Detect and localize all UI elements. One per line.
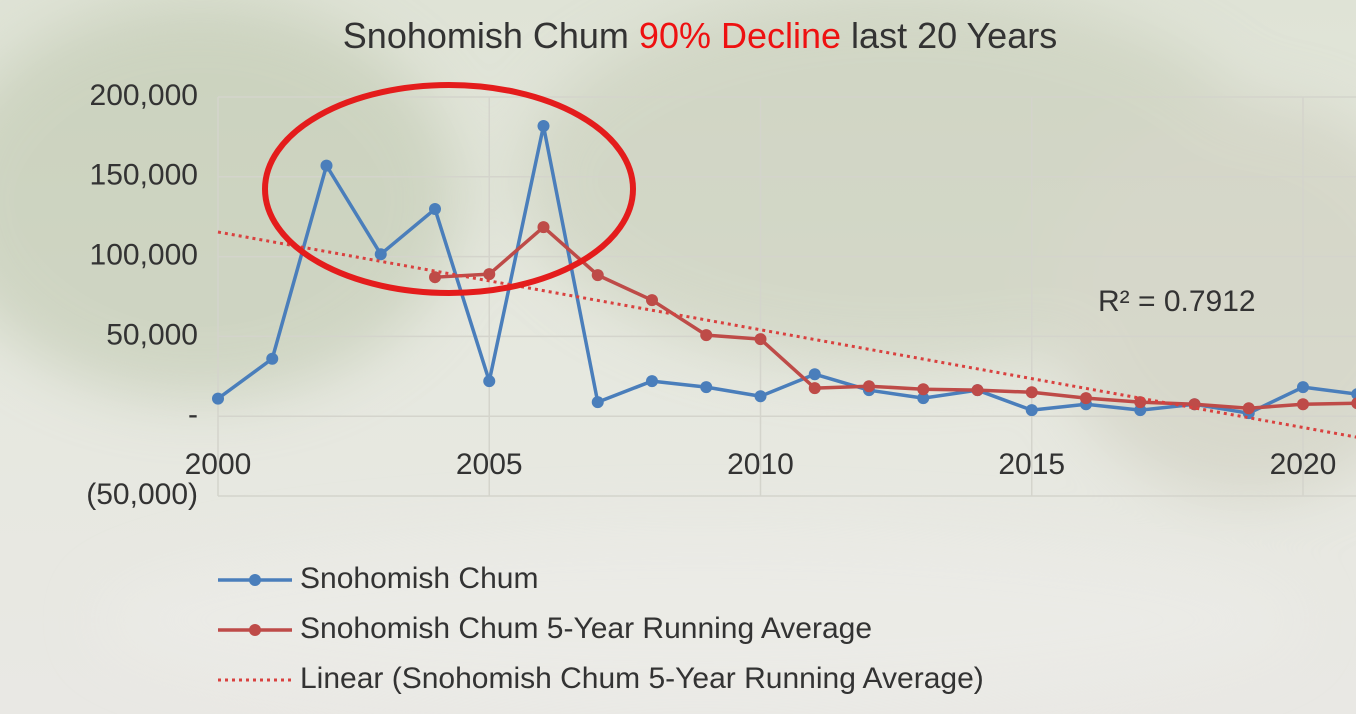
data-point bbox=[1297, 381, 1309, 393]
x-tick-label: 2020 bbox=[1270, 448, 1337, 481]
data-point bbox=[1026, 386, 1038, 398]
data-point bbox=[1243, 402, 1255, 414]
data-point bbox=[429, 203, 441, 215]
x-tick-label: 2000 bbox=[185, 448, 252, 481]
data-point bbox=[700, 381, 712, 393]
r-squared-annotation: R² = 0.7912 bbox=[1098, 285, 1256, 318]
title-part: 90% Decline bbox=[639, 15, 841, 56]
data-point bbox=[1080, 392, 1092, 404]
data-point bbox=[375, 248, 387, 260]
x-tick-label: 2005 bbox=[456, 448, 523, 481]
data-point bbox=[538, 120, 550, 132]
y-tick-label: - bbox=[188, 398, 198, 431]
y-tick-label: 200,000 bbox=[90, 79, 198, 112]
y-tick-label: (50,000) bbox=[86, 478, 198, 511]
legend-marker bbox=[249, 624, 261, 636]
data-point bbox=[972, 384, 984, 396]
data-point bbox=[755, 333, 767, 345]
legend-label: Linear (Snohomish Chum 5-Year Running Av… bbox=[300, 662, 984, 695]
data-point bbox=[483, 375, 495, 387]
data-point bbox=[592, 269, 604, 281]
data-point bbox=[755, 390, 767, 402]
data-point bbox=[809, 368, 821, 380]
legend-marker bbox=[249, 574, 261, 586]
y-tick-label: 100,000 bbox=[90, 239, 198, 272]
chart: Snohomish Chum90% Declinelast 20 Years (… bbox=[0, 0, 1356, 714]
data-point bbox=[321, 160, 333, 172]
data-point bbox=[646, 294, 658, 306]
data-point bbox=[592, 396, 604, 408]
y-tick-label: 50,000 bbox=[106, 318, 198, 351]
data-point bbox=[538, 221, 550, 233]
data-point bbox=[917, 383, 929, 395]
data-point bbox=[809, 382, 821, 394]
data-point bbox=[212, 393, 224, 405]
legend-label: Snohomish Chum bbox=[300, 562, 538, 595]
title-part: Snohomish Chum bbox=[343, 15, 629, 56]
data-point bbox=[646, 375, 658, 387]
data-point bbox=[700, 329, 712, 341]
data-point bbox=[1026, 404, 1038, 416]
data-point bbox=[1297, 398, 1309, 410]
x-tick-label: 2010 bbox=[727, 448, 794, 481]
data-point bbox=[863, 380, 875, 392]
y-tick-label: 150,000 bbox=[90, 159, 198, 192]
legend-label: Snohomish Chum 5-Year Running Average bbox=[300, 612, 872, 645]
data-point bbox=[266, 353, 278, 365]
title-part: last 20 Years bbox=[851, 15, 1057, 56]
x-tick-label: 2015 bbox=[998, 448, 1065, 481]
data-point bbox=[483, 268, 495, 280]
